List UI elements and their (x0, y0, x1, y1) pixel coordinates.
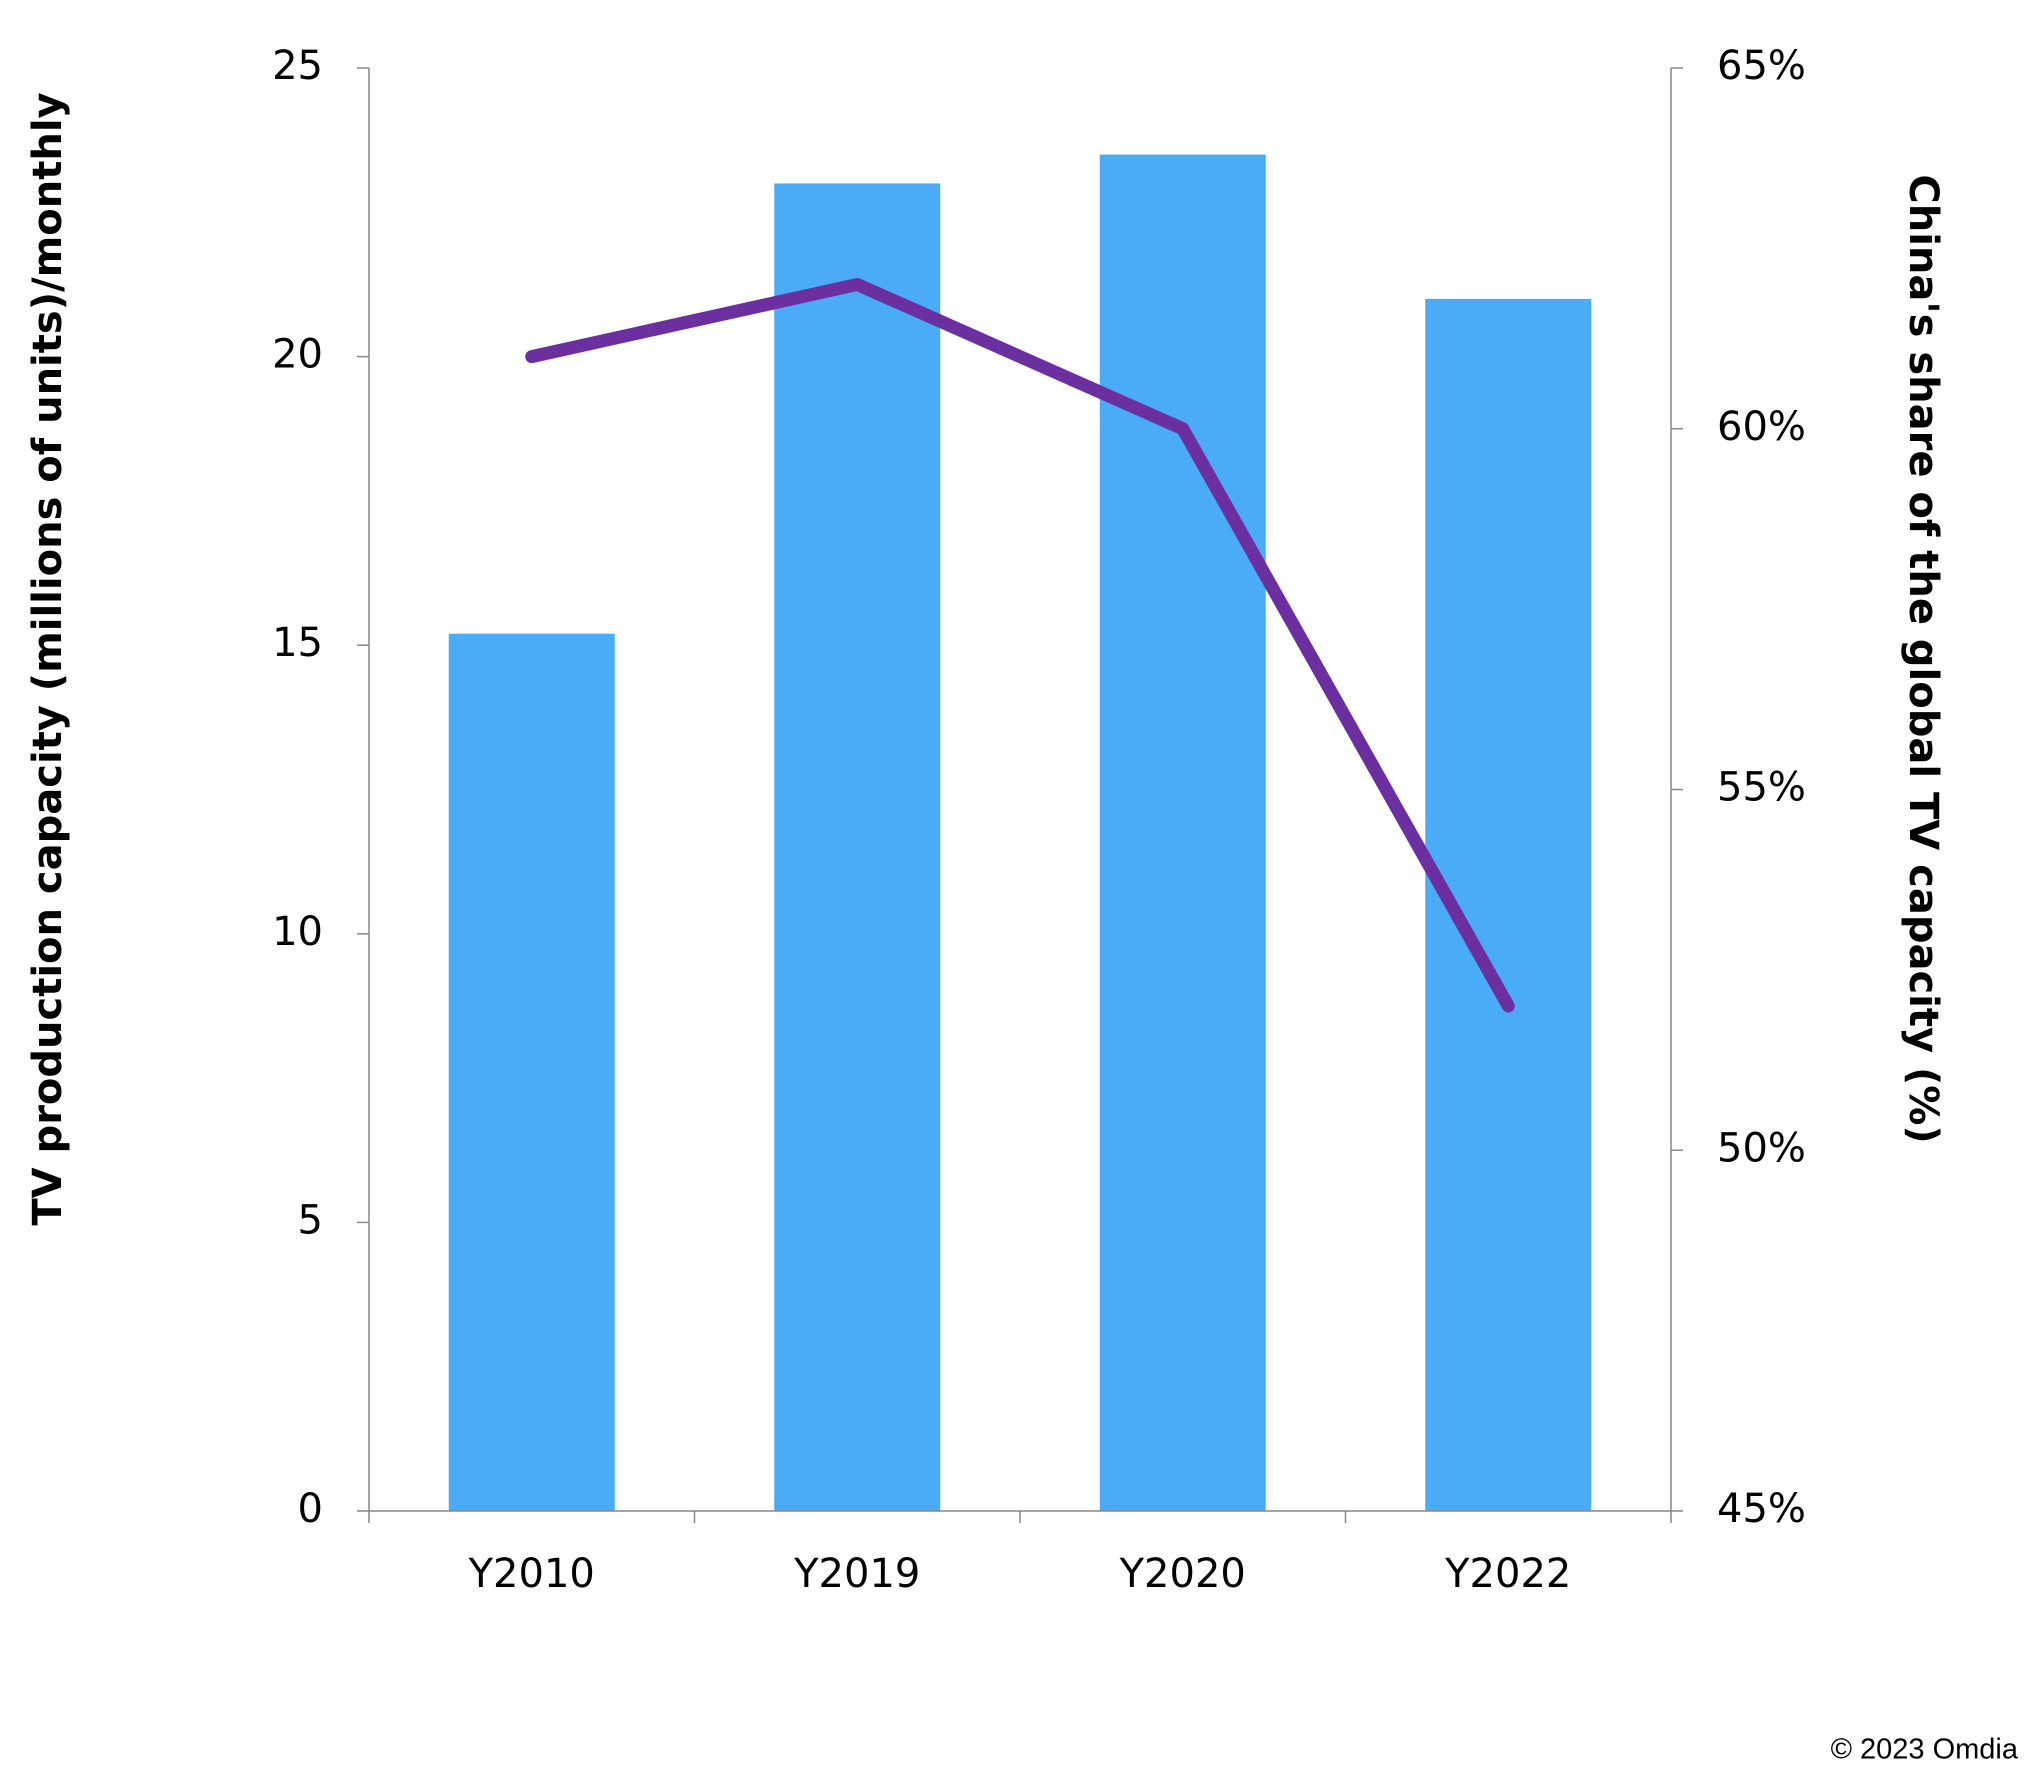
y2-tick-label: 45% (1717, 1486, 1806, 1532)
y2-tick-label: 55% (1717, 765, 1806, 811)
y-tick-label: 10 (272, 909, 323, 955)
y-tick-label: 5 (298, 1197, 323, 1243)
x-tick-label: Y2020 (1119, 1551, 1246, 1597)
bar (1099, 154, 1266, 1512)
source-note: © 2023 Omdia (1831, 1734, 2019, 1766)
y2-tick-label: 50% (1717, 1125, 1806, 1171)
y2-tick-label: 65% (1717, 43, 1806, 89)
y-axis-title: TV production capacity (millions of unit… (25, 92, 71, 1225)
x-tick-label: Y2022 (1444, 1551, 1571, 1597)
bar (774, 183, 941, 1512)
y2-tick-label: 60% (1717, 404, 1806, 450)
y-tick-label: 0 (298, 1486, 323, 1532)
y-tick-label: 15 (272, 620, 323, 666)
bar (448, 633, 615, 1511)
x-tick-label: Y2019 (793, 1551, 920, 1597)
y2-axis-title: China's share of the global TV capacity … (1900, 174, 1946, 1143)
y-tick-label: 25 (272, 43, 323, 89)
line-series (525, 277, 1515, 1013)
y-tick-label: 20 (272, 332, 323, 378)
x-tick-label: Y2010 (468, 1551, 595, 1597)
